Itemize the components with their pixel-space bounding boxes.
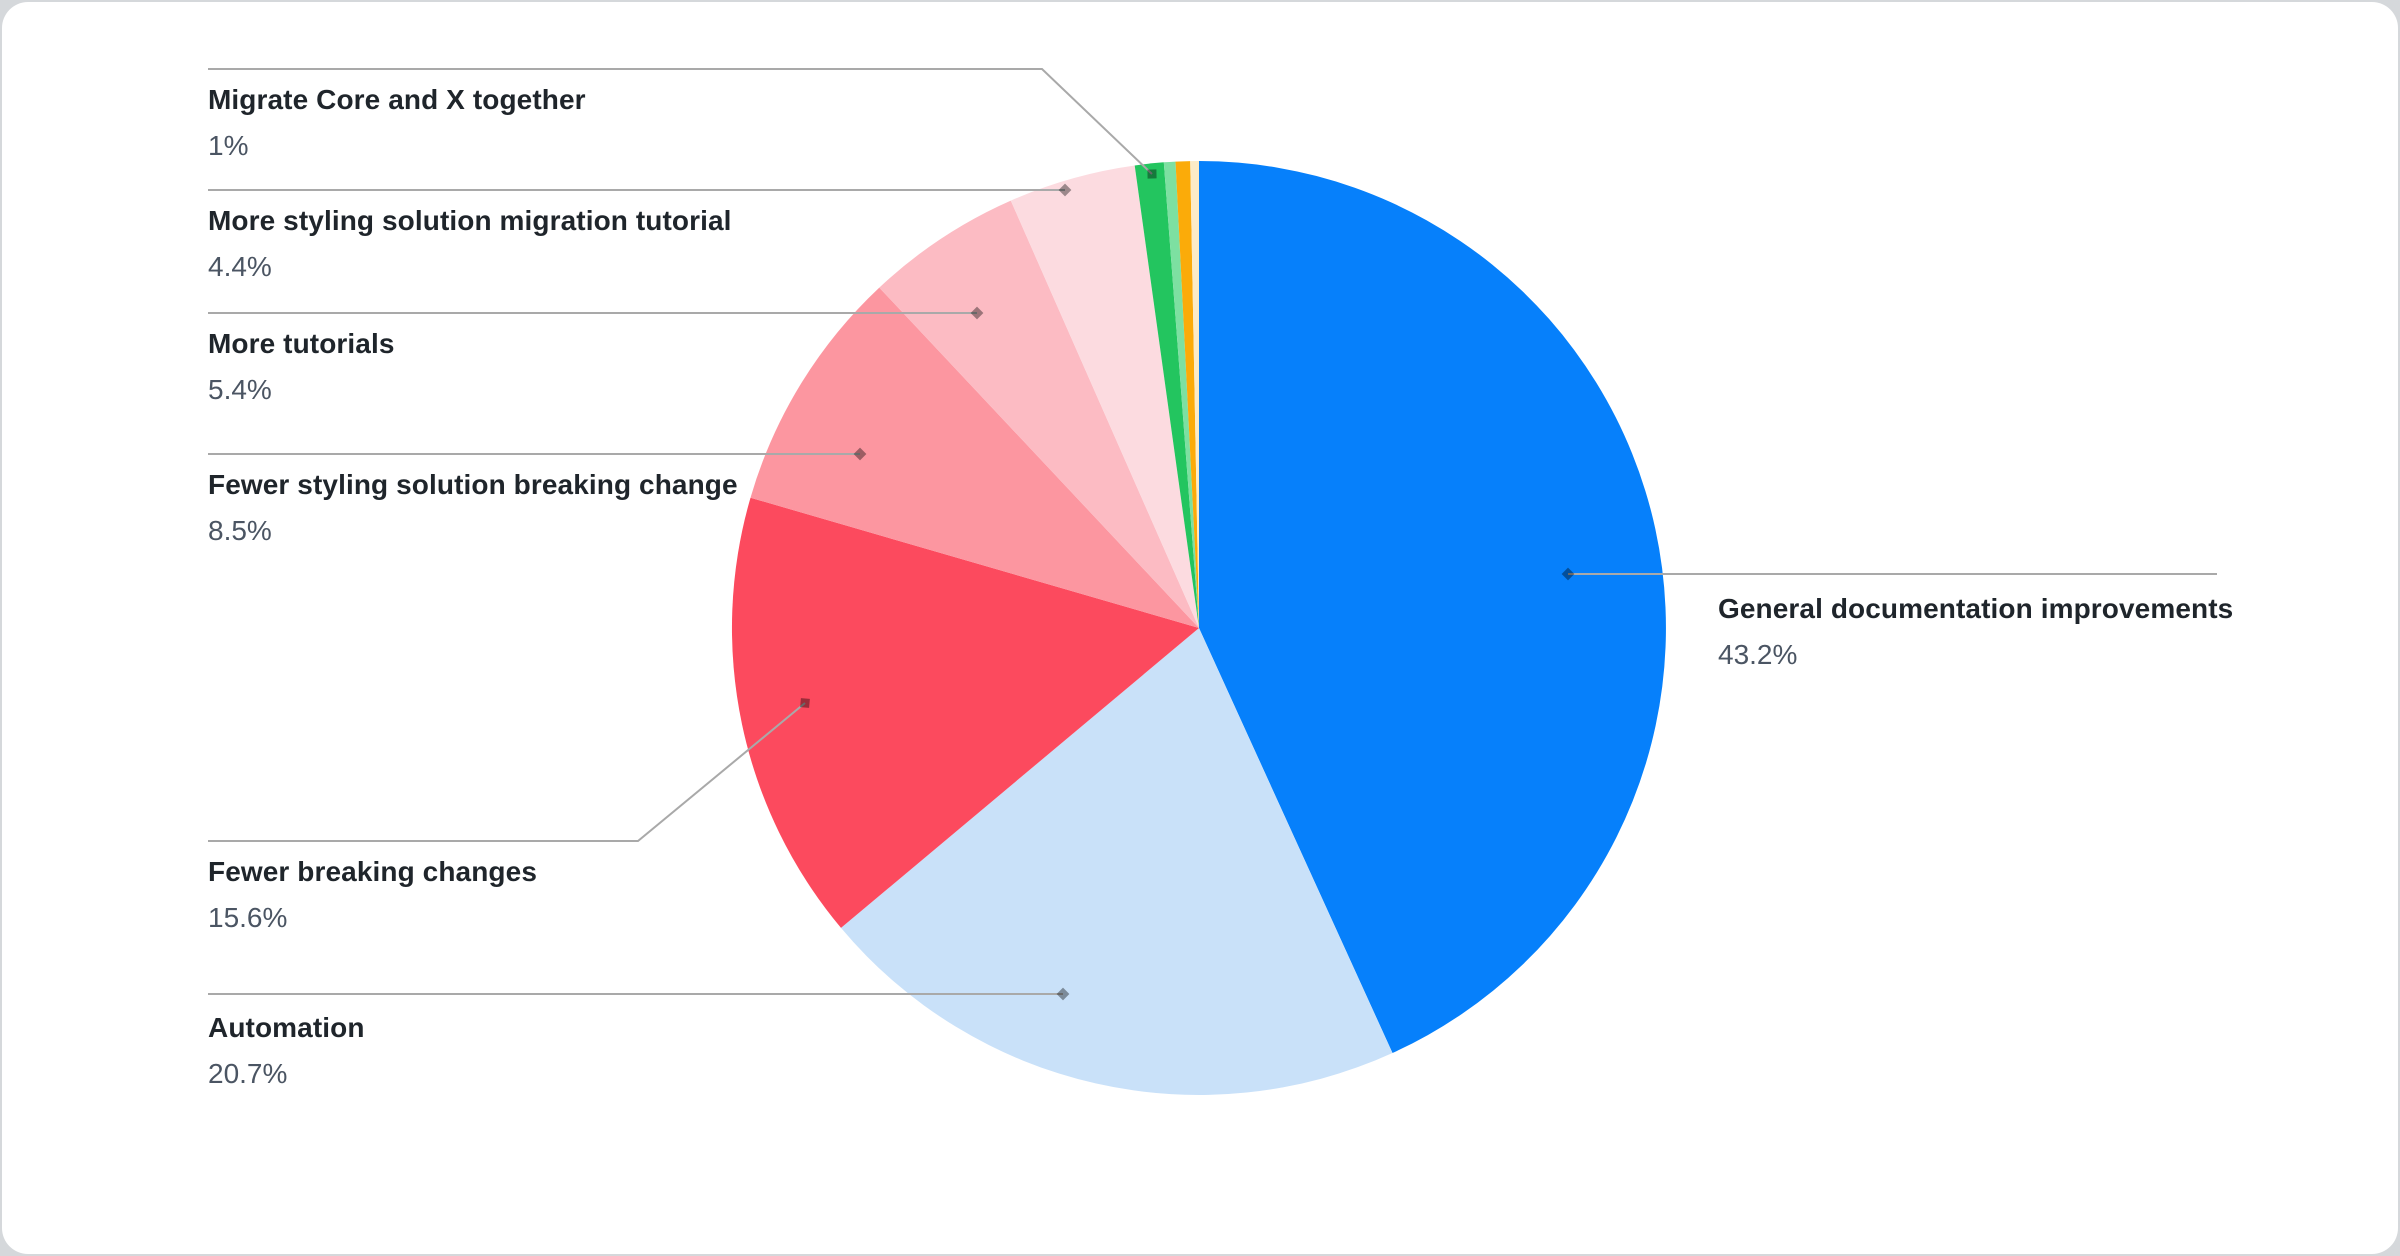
pie-slice-minor-7[interactable]: [1163, 161, 1199, 628]
leader-marker-fewer-breaking-changes: [800, 698, 810, 708]
slice-label: More tutorials: [208, 328, 395, 359]
pie-slice-migrate-core-and-x-together[interactable]: [1134, 162, 1199, 629]
callout-fewer-styling-solution-breaking-change: Fewer styling solution breaking change 8…: [208, 471, 738, 545]
pie-slice-fewer-styling-solution-breaking-change[interactable]: [750, 287, 1200, 628]
leader-line-migrate-core-and-x-together: [208, 68, 1153, 175]
slice-value: 4.4%: [208, 251, 272, 282]
pie-slice-automation[interactable]: [841, 628, 1393, 1095]
pie-slice-general-documentation-improvements[interactable]: [1199, 161, 1666, 1053]
callout-more-tutorials: More tutorials 5.4%: [208, 330, 395, 404]
slice-label: Automation: [208, 1012, 365, 1043]
pie-slice-minor-9[interactable]: [1190, 161, 1199, 628]
pie-slice-minor-8[interactable]: [1175, 161, 1200, 628]
slice-value: 8.5%: [208, 515, 272, 546]
callout-general-documentation-improvements: General documentation improvements 43.2%: [1718, 595, 2233, 669]
pie-slice-fewer-breaking-changes[interactable]: [731, 497, 1199, 928]
callout-migrate-core-and-x-together: Migrate Core and X together 1%: [208, 86, 586, 160]
leader-marker-migrate-core-and-x-together: [1147, 169, 1157, 179]
slice-value: 20.7%: [208, 1058, 288, 1089]
slice-value: 43.2%: [1718, 639, 1798, 670]
pie-slice-more-tutorials[interactable]: [879, 200, 1199, 628]
pie-slice-more-styling-solution-migration-tutorial[interactable]: [1010, 165, 1199, 629]
leader-line-fewer-breaking-changes: [208, 702, 806, 842]
slice-value: 5.4%: [208, 374, 272, 405]
slice-label: General documentation improvements: [1718, 593, 2234, 624]
slice-label: Fewer breaking changes: [208, 856, 537, 887]
slice-label: Fewer styling solution breaking change: [208, 469, 738, 500]
slice-value: 1%: [208, 130, 249, 161]
slice-label: More styling solution migration tutorial: [208, 205, 732, 236]
callout-fewer-breaking-changes: Fewer breaking changes 15.6%: [208, 858, 537, 932]
callout-more-styling-solution-migration-tutorial: More styling solution migration tutorial…: [208, 207, 732, 281]
slice-label: Migrate Core and X together: [208, 84, 586, 115]
slice-value: 15.6%: [208, 902, 288, 933]
callout-automation: Automation 20.7%: [208, 1014, 365, 1088]
